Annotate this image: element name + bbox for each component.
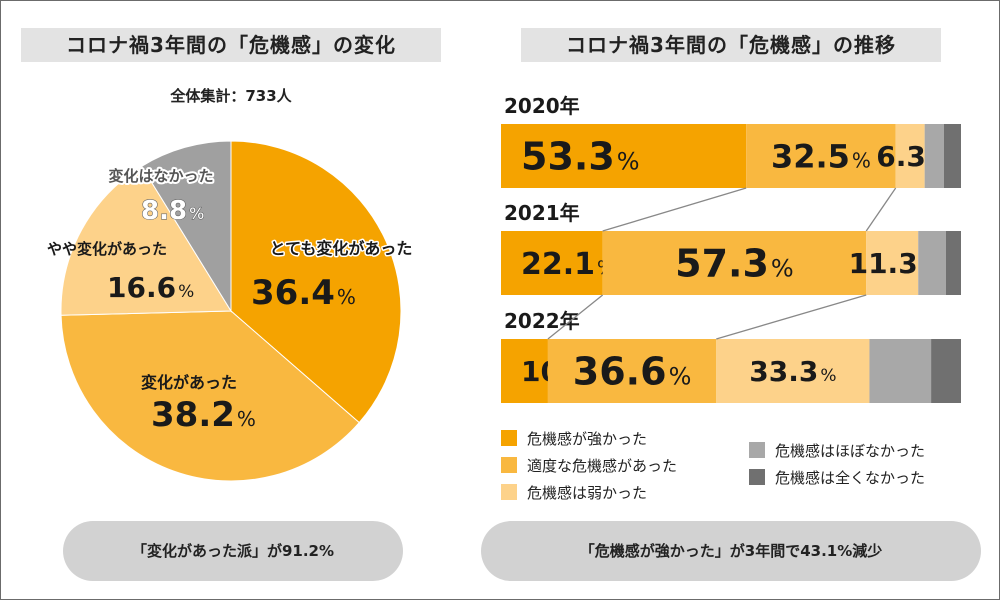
pie-slice-label-3: 変化はなかった: [108, 167, 213, 185]
pie-slice-label-2: やや変化があった: [47, 240, 167, 258]
bar-segment-0-0: [501, 124, 747, 188]
bar-segment-0-2: [895, 124, 925, 188]
bar-year-label-1: 2021年: [504, 201, 580, 225]
pie-slice-value-0-unit: %: [337, 285, 356, 309]
pie-slice-label-1: 変化があった: [141, 373, 237, 392]
left-summary-pill: 「変化があった派」が91.2%: [63, 521, 403, 581]
pie-chart-title: コロナ禍3年間の「危機感」の変化: [66, 33, 396, 57]
pie-slice-label-0: とても変化があった: [270, 239, 413, 258]
bar-value-2-2-number: 33.3: [749, 355, 818, 388]
pie-slice-value-1-number: 38.2: [151, 395, 235, 435]
legend-item-1: 適度な危機感があった: [501, 456, 677, 476]
pie-slice-value-2-number: 16.6: [107, 271, 176, 304]
pie-total-label: 全体集計：733人: [170, 87, 292, 105]
legend-swatch-1: [501, 457, 517, 473]
legend-item-0: 危機感が強かった: [501, 429, 647, 449]
bar-value-1-1-unit: %: [771, 255, 794, 283]
legend-label-3: 危機感はほぼなかった: [775, 442, 926, 460]
legend-item-3: 危機感はほぼなかった: [749, 441, 925, 461]
right-summary-pill: 「危機感が強かった」が3年間で43.1%減少: [481, 521, 981, 581]
bar-value-0-0: 53.3%: [521, 135, 640, 179]
legend-swatch-2: [501, 484, 517, 500]
pie-slice-value-1-unit: %: [237, 407, 256, 431]
bar-segment-2-2: [716, 339, 870, 403]
legend-swatch-4: [749, 469, 765, 485]
bar-value-2-1: 36.6%: [573, 350, 692, 394]
pie-slice-0: [230, 140, 402, 424]
bar-value-1-1: 57.3%: [675, 242, 794, 286]
bar-segment-1-2: [866, 231, 919, 295]
pie-slice-value-2: 16.6%: [107, 271, 194, 304]
pie-slice-2: [60, 165, 232, 316]
bar-value-1-0-number: 22.1: [521, 247, 595, 282]
bar-connector-0-1: [865, 187, 897, 232]
bar-segment-2-4: [931, 339, 961, 403]
pie-slice-1: [60, 310, 360, 482]
bar-segment-1-3: [918, 231, 946, 295]
bar-value-2-1-unit: %: [669, 363, 692, 391]
bar-value-0-1-unit: %: [852, 149, 871, 173]
bar-segment-0-4: [943, 124, 961, 188]
bar-chart-title: コロナ禍3年間の「危機感」の推移: [566, 33, 896, 57]
bar-value-0-1: 32.5%: [771, 138, 871, 176]
pie-slice-value-0: 36.4%: [251, 273, 356, 313]
legend-label-2: 危機感は弱かった: [527, 484, 648, 502]
bar-value-2-2-unit: %: [820, 366, 836, 386]
bar-segment-1-0: [501, 231, 603, 295]
bar-segment-2-3: [869, 339, 932, 403]
bar-segment-0-1: [746, 124, 896, 188]
left-title-bar: コロナ禍3年間の「危機感」の変化: [21, 28, 441, 62]
legend-label-0: 危機感が強かった: [527, 430, 648, 448]
bar-value-0-0-unit: %: [617, 148, 640, 176]
pie-slice-value-3-number: 8.8: [141, 196, 187, 226]
bar-year-label-2: 2022年: [504, 309, 580, 333]
bar-value-0-0-number: 53.3: [521, 135, 615, 179]
bar-segment-0-3: [924, 124, 944, 188]
bar-segment-2-0: [501, 339, 548, 403]
stacked-bar-chart: 2020年53.3%32.5%6.3%2021年22.1%57.3%11.3%2…: [501, 94, 961, 403]
bar-segment-1-1: [602, 231, 867, 295]
pie-slice-value-3: 8.8%: [141, 196, 204, 226]
pie-slice-value-0-number: 36.4: [251, 273, 335, 313]
pie-slice-value-3-unit: %: [189, 204, 204, 223]
bar-value-0-2-number: 6.3: [876, 140, 926, 173]
legend-swatch-0: [501, 430, 517, 446]
bar-segment-1-4: [945, 231, 961, 295]
legend-label-1: 適度な危機感があった: [527, 457, 678, 475]
bar-year-label-0: 2020年: [504, 94, 580, 118]
bar-connector-0-0: [602, 187, 747, 232]
right-summary-text: 「危機感が強かった」が3年間で43.1%減少: [579, 542, 883, 560]
bar-value-1-1-number: 57.3: [675, 242, 769, 286]
pie-slice-3: [141, 140, 232, 313]
legend-swatch-3: [749, 442, 765, 458]
pie-slice-value-2-unit: %: [178, 282, 194, 302]
bar-connector-1-1: [716, 294, 867, 340]
pie-slice-value-1: 38.2%: [151, 395, 256, 435]
bar-value-2-1-number: 36.6: [573, 350, 667, 394]
bar-segment-2-1: [547, 339, 717, 403]
bar-connector-1-0: [547, 294, 604, 340]
bar-value-2-2: 33.3%: [749, 355, 836, 388]
right-title-bar: コロナ禍3年間の「危機感」の推移: [521, 28, 941, 62]
bar-value-1-2-number: 11.3: [849, 247, 918, 280]
legend-label-4: 危機感は全くなかった: [775, 469, 926, 487]
legend-item-2: 危機感は弱かった: [501, 483, 647, 503]
left-summary-text: 「変化があった派」が91.2%: [131, 542, 335, 560]
bar-value-0-1-number: 32.5: [771, 138, 850, 176]
legend-item-4: 危機感は全くなかった: [749, 468, 925, 488]
